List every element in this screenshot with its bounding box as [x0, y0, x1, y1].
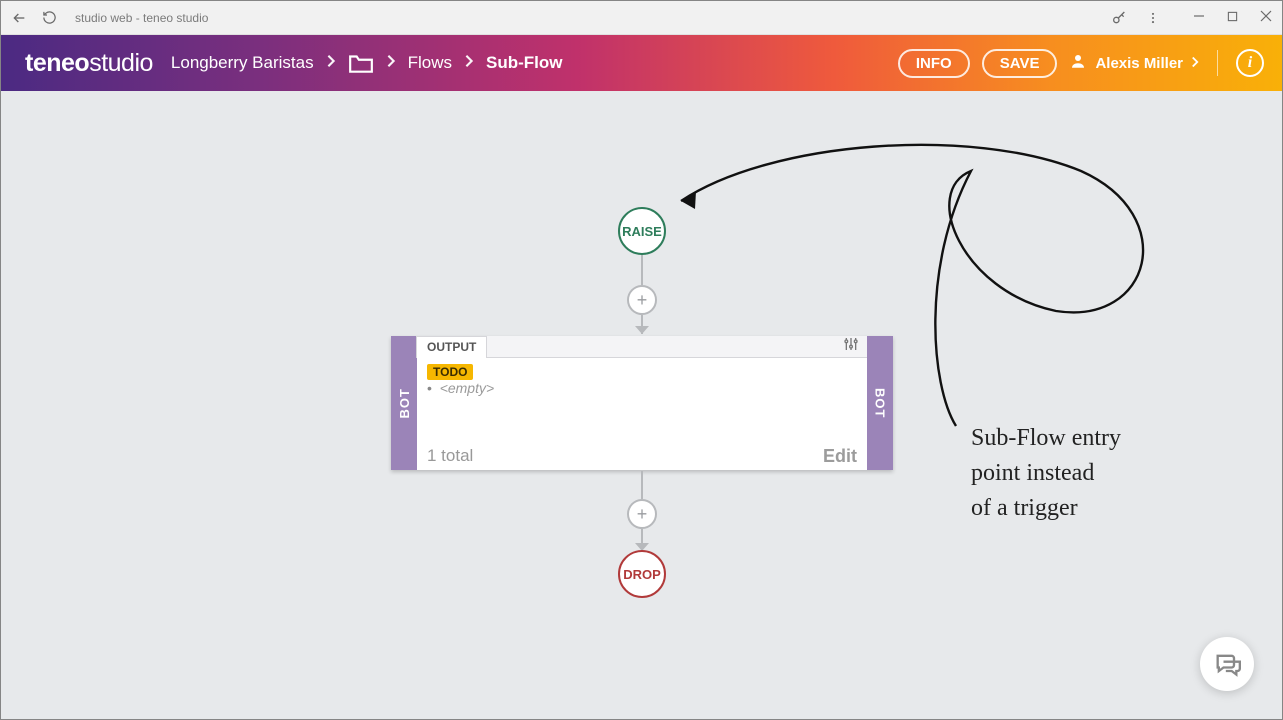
app-header: teneostudio Longberry Baristas Flows Sub…	[1, 35, 1282, 91]
breadcrumb-project[interactable]: Longberry Baristas	[171, 53, 314, 73]
info-icon[interactable]: i	[1236, 49, 1264, 77]
output-tabbar: OUTPUT	[417, 336, 867, 358]
output-tab[interactable]: OUTPUT	[416, 336, 487, 358]
chevron-right-icon	[386, 53, 396, 73]
output-content: TODO • <empty>	[417, 358, 867, 442]
add-node-button[interactable]: +	[627, 499, 657, 529]
add-node-button[interactable]: +	[627, 285, 657, 315]
side-label-right: BOT	[867, 336, 893, 470]
divider	[1217, 50, 1218, 76]
bullet: •	[427, 380, 432, 396]
chevron-right-icon	[464, 53, 474, 73]
logo[interactable]: teneostudio	[25, 49, 153, 78]
output-footer: 1 total Edit	[417, 442, 867, 470]
todo-badge: TODO	[427, 364, 473, 380]
browser-chrome: studio web - teneo studio	[1, 1, 1282, 35]
key-icon[interactable]	[1111, 10, 1127, 26]
raise-node[interactable]: RAISE	[618, 207, 666, 255]
user-menu[interactable]: Alexis Miller	[1069, 52, 1199, 74]
user-name: Alexis Miller	[1095, 55, 1183, 72]
annotation-line: point instead	[971, 456, 1121, 491]
header-actions: INFO SAVE Alexis Miller i	[898, 49, 1264, 78]
logo-light: studio	[89, 49, 153, 77]
maximize-icon[interactable]	[1227, 9, 1238, 27]
edit-button[interactable]: Edit	[823, 446, 857, 467]
empty-text: <empty>	[440, 380, 494, 396]
folder-icon[interactable]	[348, 52, 374, 74]
chevron-right-icon	[1191, 55, 1199, 72]
side-label-left: BOT	[391, 336, 417, 470]
drop-node[interactable]: DROP	[618, 550, 666, 598]
settings-sliders-icon[interactable]	[843, 336, 859, 357]
browser-title: studio web - teneo studio	[71, 11, 1097, 25]
minimize-icon[interactable]	[1193, 9, 1205, 27]
window-controls	[1193, 9, 1272, 27]
breadcrumb-current[interactable]: Sub-Flow	[486, 53, 562, 73]
connector	[641, 255, 643, 285]
info-button[interactable]: INFO	[898, 49, 970, 78]
chat-fab[interactable]	[1200, 637, 1254, 691]
annotation-line: of a trigger	[971, 491, 1121, 526]
connector	[641, 471, 643, 499]
kebab-icon[interactable]	[1145, 10, 1161, 26]
output-node[interactable]: BOT OUTPUT TODO • <empty> 1 total Edit B…	[391, 336, 893, 470]
breadcrumb-flows[interactable]: Flows	[408, 53, 452, 73]
reload-icon[interactable]	[41, 10, 57, 26]
annotation-line: Sub-Flow entry	[971, 421, 1121, 456]
save-button[interactable]: SAVE	[982, 49, 1058, 78]
output-body: OUTPUT TODO • <empty> 1 total Edit	[417, 336, 867, 470]
back-icon[interactable]	[11, 10, 27, 26]
breadcrumb: Longberry Baristas Flows Sub-Flow	[171, 52, 563, 74]
arrow-down-icon	[635, 326, 649, 334]
chevron-right-icon	[326, 53, 336, 73]
output-count: 1 total	[427, 446, 473, 466]
annotation-text: Sub-Flow entry point instead of a trigge…	[971, 421, 1121, 525]
user-icon	[1069, 52, 1087, 74]
logo-bold: teneo	[25, 49, 89, 77]
close-icon[interactable]	[1260, 9, 1272, 27]
